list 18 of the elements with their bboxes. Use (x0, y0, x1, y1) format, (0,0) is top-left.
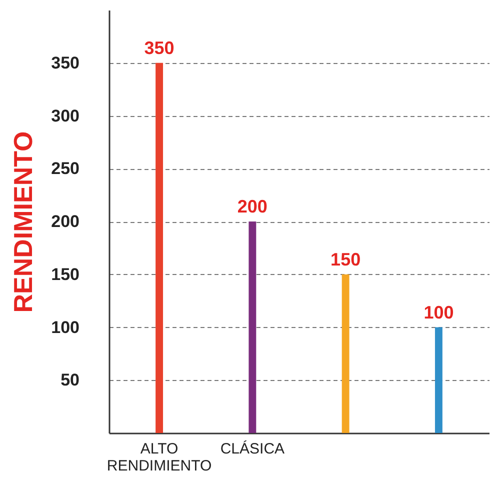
y-tick-label: 50 (60, 370, 80, 390)
x-tick-label: CLÁSICA (220, 440, 285, 458)
data-label: 150 (330, 249, 361, 270)
y-tick-label: 350 (51, 53, 80, 72)
y-tick-label: 200 (51, 212, 80, 231)
data-label: 200 (237, 196, 268, 216)
bar (248, 222, 256, 433)
y-axis-title: RENDIMIENTO (8, 131, 38, 313)
x-tick-label: ALTO RENDIMIENTO (106, 440, 212, 474)
y-tick-label: 250 (51, 159, 80, 178)
y-tick-label: 150 (51, 264, 80, 284)
data-label: 100 (424, 302, 454, 322)
bar (434, 327, 442, 433)
y-tick-label: 300 (51, 106, 80, 126)
bar (342, 274, 350, 433)
data-label: 350 (144, 38, 174, 58)
y-tick-label: 100 (51, 318, 80, 337)
bar (156, 62, 164, 433)
